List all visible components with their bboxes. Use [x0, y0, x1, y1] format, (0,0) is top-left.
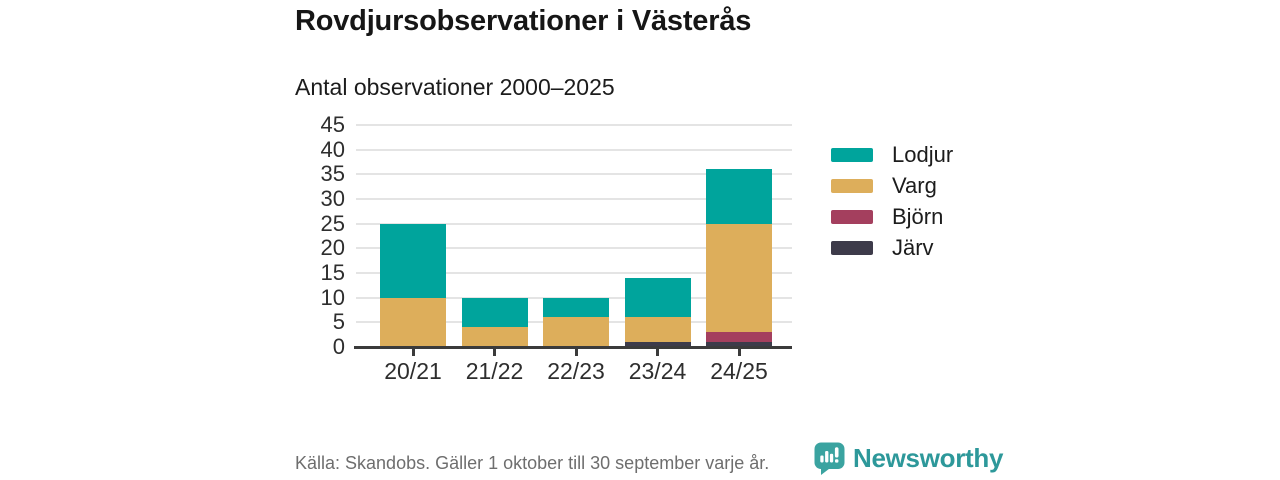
- x-axis-label: 20/21: [384, 358, 442, 384]
- source-note: Källa: Skandobs. Gäller 1 oktober till 3…: [295, 453, 770, 473]
- legend-swatch: [831, 241, 873, 255]
- axis-tick: [411, 348, 415, 356]
- bar-segment: [380, 297, 446, 347]
- y-axis-label: 20: [320, 235, 345, 261]
- axis-tick: [656, 348, 659, 356]
- gridline: [356, 247, 792, 250]
- brand-wordmark: Newsworthy: [853, 443, 1004, 473]
- plot-area: [354, 124, 792, 356]
- legend-swatch: [831, 210, 873, 224]
- bar-segment: [624, 277, 691, 318]
- y-axis-label: 45: [320, 112, 345, 137]
- legend-item: Lodjur: [831, 142, 954, 167]
- y-axis-label: 15: [320, 260, 345, 285]
- legend-label: Järv: [892, 235, 934, 260]
- x-axis-label: 24/25: [710, 358, 768, 384]
- y-axis-label: 5: [332, 309, 345, 335]
- gridline: [356, 124, 792, 126]
- y-axis-label: 10: [320, 284, 345, 310]
- gridline: [356, 148, 792, 151]
- x-axis-line: [354, 346, 792, 349]
- legend-label: Björn: [892, 204, 944, 229]
- newsworthy-logo-icon: [814, 442, 846, 480]
- legend-item: Varg: [831, 173, 953, 198]
- x-axis-label: 22/23: [547, 358, 605, 384]
- axis-tick: [737, 348, 741, 356]
- y-axis-label: 35: [320, 161, 345, 187]
- bar-segment: [706, 169, 772, 224]
- axis-tick: [493, 348, 496, 356]
- legend: Lodjur Varg Björn Järv: [831, 142, 954, 260]
- bar-segment: [461, 297, 528, 328]
- legend-swatch: [831, 179, 873, 193]
- legend-item: Järv: [831, 235, 953, 260]
- bar-segment: [461, 327, 528, 347]
- x-axis-label: 21/22: [465, 358, 524, 384]
- chart-title: Rovdjursobservationer i Västerås: [295, 5, 752, 37]
- legend-label: Varg: [892, 173, 937, 198]
- x-axis-label: 23/24: [628, 358, 687, 384]
- gridline: [356, 222, 792, 225]
- bar-segment: [380, 223, 446, 298]
- legend-swatch: [831, 148, 873, 162]
- bar-segment: [543, 317, 609, 347]
- axis-tick: [574, 348, 578, 356]
- gridline: [356, 173, 792, 176]
- legend-item: Björn: [831, 204, 953, 229]
- y-axis-label: 25: [320, 210, 345, 236]
- bar-segment: [706, 342, 772, 347]
- y-axis-label: 0: [332, 334, 345, 359]
- gridline: [356, 296, 792, 299]
- gridline: [356, 272, 792, 274]
- newsworthy-brand: Newsworthy: [814, 442, 1003, 480]
- legend-label: Lodjur: [892, 142, 954, 167]
- y-axis-label: 40: [320, 136, 345, 162]
- bar-segment: [624, 317, 691, 343]
- gridline: [356, 198, 792, 200]
- bar-segment: [706, 332, 772, 343]
- bar-segment: [624, 342, 691, 347]
- bar-segment: [543, 297, 609, 318]
- bar-segment: [706, 223, 772, 333]
- chart-subtitle: Antal observationer 2000–2025: [295, 74, 615, 100]
- y-axis-label: 30: [320, 186, 345, 211]
